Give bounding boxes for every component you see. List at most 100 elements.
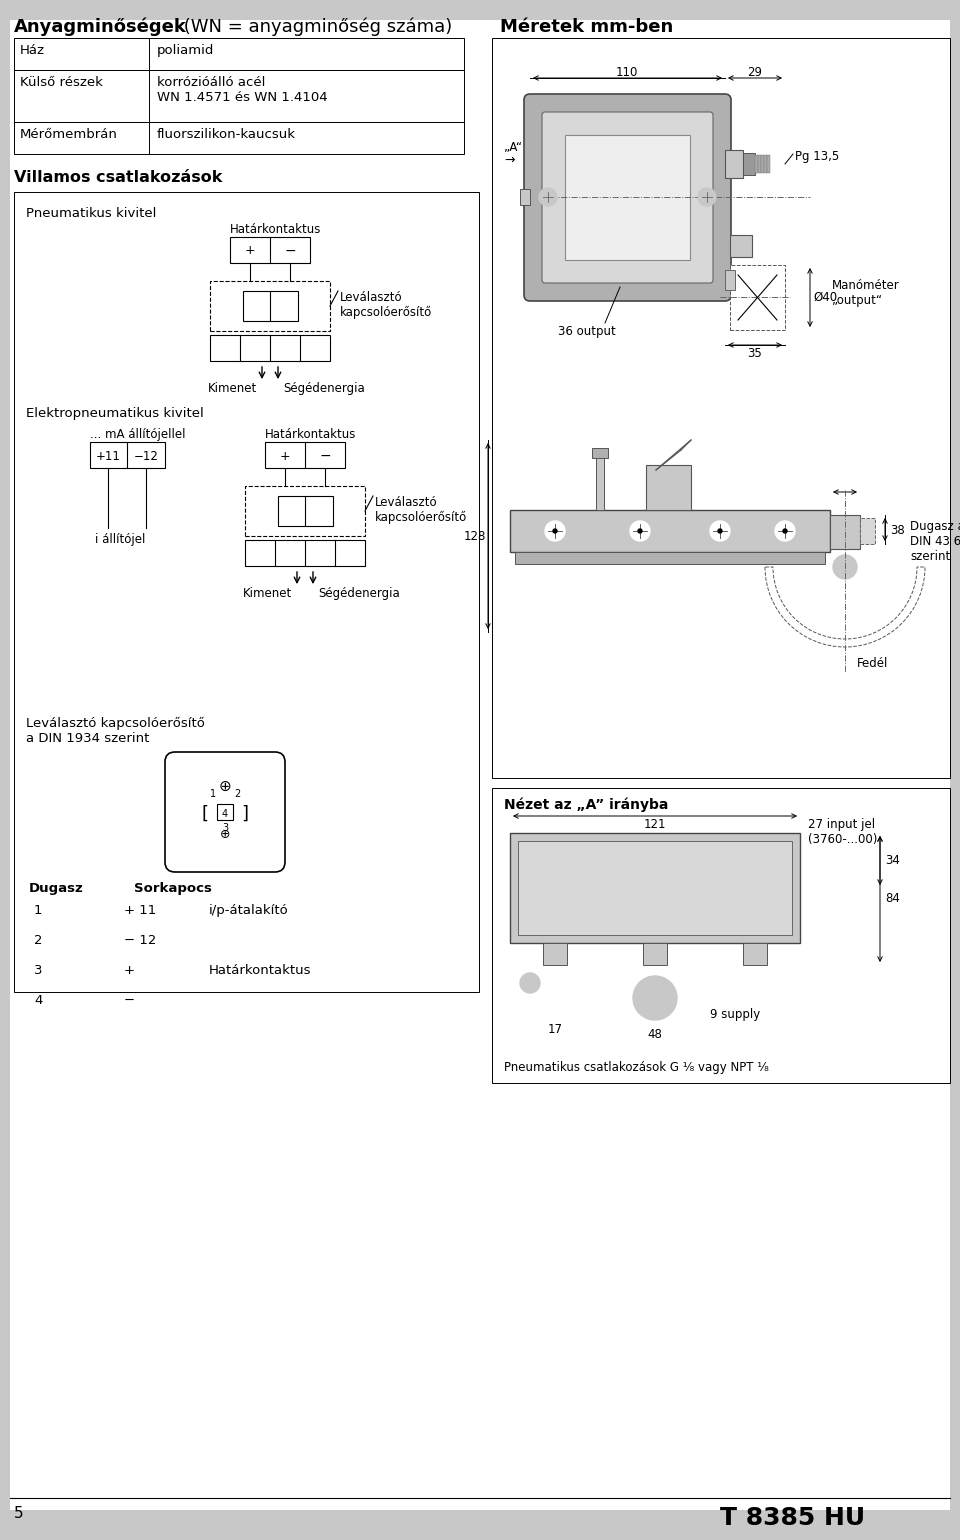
Text: 3: 3 <box>34 964 42 976</box>
Text: 5: 5 <box>14 1506 24 1522</box>
Bar <box>758 156 761 172</box>
Bar <box>520 189 530 205</box>
Text: Ø40: Ø40 <box>813 291 837 303</box>
Bar <box>245 541 365 567</box>
Text: Dugasz: Dugasz <box>29 882 84 895</box>
Text: 17: 17 <box>547 1023 563 1036</box>
FancyBboxPatch shape <box>165 752 285 872</box>
Bar <box>755 156 758 172</box>
Text: − 12: − 12 <box>124 933 156 947</box>
Bar <box>210 280 330 331</box>
Bar <box>14 192 479 992</box>
Circle shape <box>833 554 857 579</box>
Text: i állítójel: i állítójel <box>95 533 145 547</box>
Circle shape <box>698 188 716 206</box>
Bar <box>565 136 690 260</box>
Text: +: + <box>124 964 135 976</box>
Text: 34: 34 <box>885 855 900 867</box>
Text: −: − <box>124 993 135 1007</box>
Circle shape <box>633 976 677 1019</box>
Text: (WN = anyagminőség száma): (WN = anyagminőség száma) <box>178 18 452 37</box>
Text: Elektropneumatikus kivitel: Elektropneumatikus kivitel <box>26 407 204 420</box>
Text: 128: 128 <box>464 530 486 542</box>
Circle shape <box>718 530 722 533</box>
Circle shape <box>539 188 557 206</box>
Text: Dugasz a
DIN 43 650
szerint: Dugasz a DIN 43 650 szerint <box>910 521 960 564</box>
Bar <box>743 942 767 966</box>
Text: Kimenet: Kimenet <box>243 587 292 601</box>
Text: +11: +11 <box>96 450 120 462</box>
Circle shape <box>710 521 730 541</box>
Circle shape <box>553 530 557 533</box>
Circle shape <box>520 973 540 993</box>
Bar <box>90 442 165 468</box>
Text: ⊕: ⊕ <box>219 779 231 793</box>
Text: →: → <box>504 154 515 166</box>
Text: 4: 4 <box>34 993 42 1007</box>
Bar <box>492 38 950 778</box>
Text: Ház: Ház <box>20 45 45 57</box>
Bar <box>510 510 830 551</box>
Text: + 11: + 11 <box>124 904 156 916</box>
Text: 27 input jel
(3760-...00): 27 input jel (3760-...00) <box>808 818 877 845</box>
Text: 121: 121 <box>644 818 666 832</box>
Text: i/p-átalakító: i/p-átalakító <box>209 904 289 916</box>
Bar <box>764 156 767 172</box>
Bar <box>730 236 752 257</box>
Text: ... mA állítójellel: ... mA állítójellel <box>90 428 185 440</box>
Text: 2: 2 <box>34 933 42 947</box>
Bar <box>245 487 365 536</box>
Text: Határkontaktus: Határkontaktus <box>265 428 356 440</box>
Text: 110: 110 <box>615 66 638 79</box>
Bar <box>767 156 770 172</box>
Text: −: − <box>319 450 331 464</box>
Text: 2: 2 <box>234 788 240 799</box>
FancyBboxPatch shape <box>542 112 713 283</box>
Bar <box>515 551 825 564</box>
Text: 38: 38 <box>890 525 904 537</box>
Text: „A“: „A“ <box>504 142 523 154</box>
Text: Sorkapocs: Sorkapocs <box>134 882 212 895</box>
Text: −12: −12 <box>133 450 158 462</box>
Text: Nézet az „A” irányba: Nézet az „A” irányba <box>504 798 668 813</box>
Text: Határkontaktus: Határkontaktus <box>209 964 311 976</box>
Circle shape <box>638 530 642 533</box>
Bar <box>14 69 464 122</box>
Text: [: [ <box>202 805 208 822</box>
Text: 9 supply: 9 supply <box>710 1009 760 1021</box>
Text: T 8385 HU: T 8385 HU <box>720 1506 865 1531</box>
Text: 84: 84 <box>885 892 900 904</box>
Text: Villamos csatlakozások: Villamos csatlakozások <box>14 169 223 185</box>
Bar <box>278 496 333 527</box>
Text: Manóméter
„output“: Manóméter „output“ <box>832 279 900 306</box>
Text: −: − <box>284 243 296 259</box>
Bar <box>243 291 298 320</box>
Bar <box>230 237 310 263</box>
Bar <box>730 265 785 330</box>
Text: Pneumatikus kivitel: Pneumatikus kivitel <box>26 206 156 220</box>
Bar <box>643 942 667 966</box>
Text: ]: ] <box>242 805 249 822</box>
Text: Határkontaktus: Határkontaktus <box>230 223 322 236</box>
Text: Méretek mm-ben: Méretek mm-ben <box>500 18 673 35</box>
Text: ⊕: ⊕ <box>220 827 230 841</box>
Text: +: + <box>245 245 255 257</box>
Circle shape <box>545 521 565 541</box>
Bar <box>761 156 764 172</box>
Text: 29: 29 <box>748 66 762 79</box>
Circle shape <box>775 521 795 541</box>
Text: 1: 1 <box>34 904 42 916</box>
Text: Leválasztó
kapcsolóerősítő: Leválasztó kapcsolóerősítő <box>375 496 468 524</box>
Bar <box>646 465 691 510</box>
Text: Kimenet: Kimenet <box>207 382 257 394</box>
Bar <box>725 270 735 290</box>
Text: Külső részek: Külső részek <box>20 75 103 89</box>
Text: Anyagminőségek: Anyagminőségek <box>14 18 187 37</box>
FancyBboxPatch shape <box>524 94 731 300</box>
Text: Fedél: Fedél <box>857 658 888 670</box>
Text: Leválasztó kapcsolóerősítő
a DIN 1934 szerint: Leválasztó kapcsolóerősítő a DIN 1934 sz… <box>26 718 204 745</box>
Bar <box>492 788 950 1083</box>
Text: 1: 1 <box>210 788 216 799</box>
Bar <box>543 942 567 966</box>
Text: +: + <box>279 450 290 462</box>
